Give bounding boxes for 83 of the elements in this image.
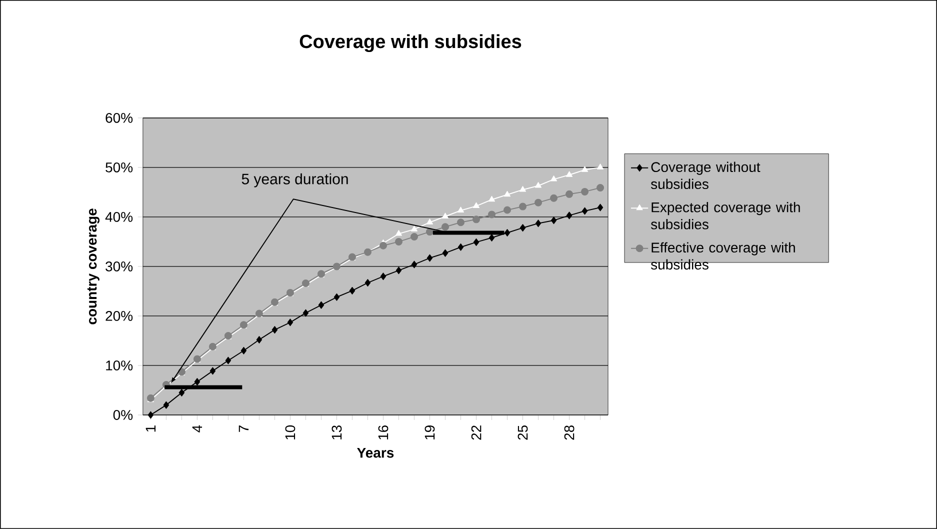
point — [302, 309, 309, 317]
point — [225, 356, 232, 364]
point — [163, 401, 170, 409]
point — [534, 182, 542, 188]
y-tick-label: 10% — [106, 360, 133, 370]
point — [550, 216, 557, 224]
point — [379, 242, 387, 250]
point — [550, 194, 558, 202]
y-tick-label: 0% — [113, 410, 133, 420]
point — [210, 367, 216, 375]
x-axis-title: Years — [357, 448, 394, 458]
point — [457, 218, 464, 226]
point — [395, 230, 402, 236]
point — [504, 229, 510, 237]
legend-label: Effective coverage with subsidies — [650, 242, 795, 270]
point — [535, 220, 542, 228]
legend-label: Coverage without subsidies — [650, 162, 760, 190]
point — [349, 287, 356, 295]
legend-label: Expected coverage with subsidies — [650, 202, 800, 230]
point — [426, 228, 434, 236]
point — [256, 336, 262, 344]
y-tick-label: 20% — [106, 311, 133, 321]
x-tick-label: 7 — [238, 426, 249, 432]
annotation: 5 years duration — [242, 173, 348, 188]
point — [240, 346, 247, 354]
point — [596, 184, 604, 192]
point — [396, 266, 402, 274]
x-tick-label: 13 — [332, 426, 342, 440]
point — [364, 279, 371, 287]
point — [504, 206, 512, 214]
point — [394, 238, 402, 246]
point — [488, 210, 496, 218]
point — [504, 190, 511, 197]
point — [581, 188, 589, 196]
point — [519, 186, 526, 192]
point — [581, 166, 588, 172]
y-tick-label: 40% — [105, 212, 133, 222]
point — [566, 171, 573, 177]
point — [473, 238, 480, 246]
point — [442, 223, 449, 231]
point — [488, 196, 496, 202]
y-tick-label: 60% — [106, 112, 133, 123]
point — [148, 411, 154, 419]
point — [272, 326, 278, 334]
x-tick-label: 19 — [424, 426, 435, 440]
point — [519, 202, 527, 210]
point — [458, 243, 464, 251]
point — [566, 212, 572, 220]
point — [287, 318, 294, 326]
point — [442, 212, 449, 218]
point — [520, 224, 526, 232]
point — [318, 301, 324, 309]
point — [534, 198, 542, 206]
y-axis-title: country coverage — [87, 208, 100, 324]
point — [194, 378, 200, 386]
x-tick-label: 28 — [564, 426, 574, 440]
point — [488, 234, 495, 242]
point — [410, 226, 418, 232]
point — [442, 249, 448, 257]
point — [426, 254, 433, 262]
x-tick-label: 25 — [518, 425, 528, 440]
point — [550, 176, 558, 182]
y-tick-label: 30% — [106, 262, 133, 272]
point — [410, 233, 418, 241]
x-tick-label: 1 — [146, 426, 156, 432]
x-tick-label: 4 — [192, 425, 202, 432]
point — [472, 202, 480, 208]
point — [411, 260, 418, 268]
chart-title: Coverage with subsidies — [300, 34, 522, 52]
x-tick-label: 10 — [285, 425, 296, 440]
point — [597, 204, 604, 212]
point — [597, 164, 604, 170]
point — [457, 206, 464, 213]
point — [178, 389, 185, 396]
point — [472, 216, 480, 224]
point — [380, 272, 386, 280]
point — [426, 218, 434, 224]
point — [566, 190, 574, 198]
x-tick-label: 16 — [378, 426, 388, 440]
point — [582, 207, 588, 215]
y-tick-label: 50% — [106, 162, 133, 172]
x-tick-label: 22 — [471, 426, 482, 440]
point — [334, 293, 340, 301]
